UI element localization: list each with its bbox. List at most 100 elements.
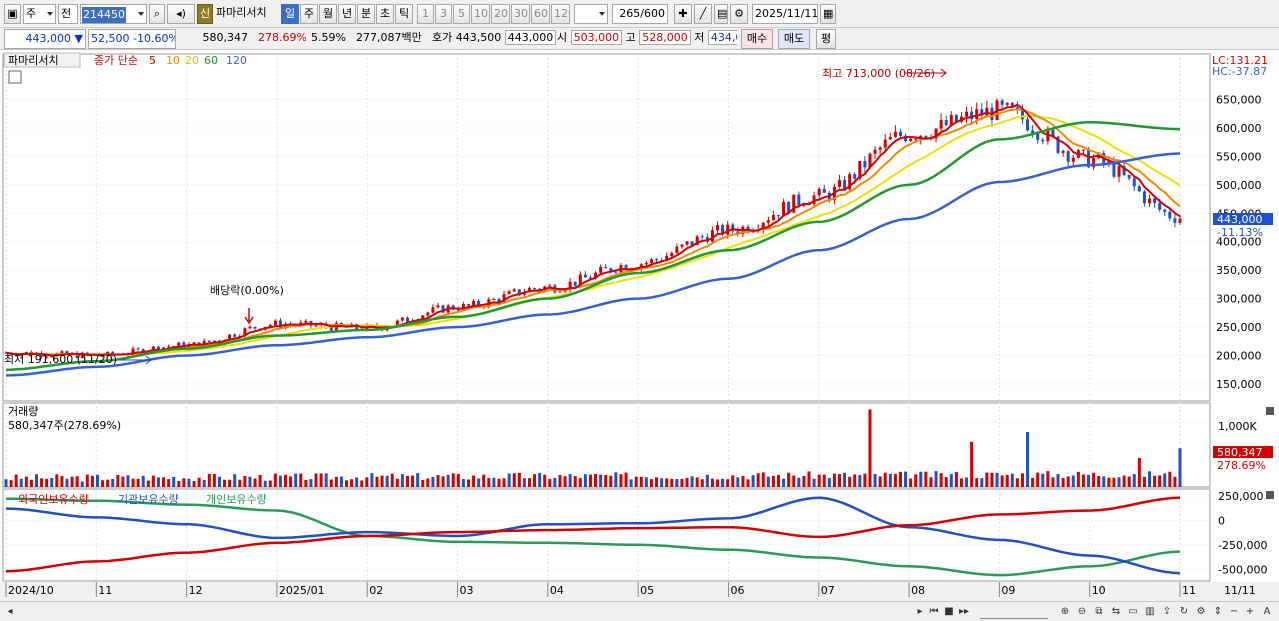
interval-tab-6[interactable]: 60 xyxy=(531,4,550,24)
chevron-down-icon xyxy=(138,12,144,16)
volume-bar xyxy=(192,481,196,487)
count-input[interactable]: 265/600 xyxy=(612,4,668,24)
candle-body xyxy=(914,138,918,140)
volume-field: 580,347 xyxy=(200,29,250,49)
volume-bar xyxy=(223,479,227,487)
interval-tab-5[interactable]: 30 xyxy=(511,4,530,24)
volume-close-icon[interactable] xyxy=(1266,407,1274,415)
interval-tab-0[interactable]: 1 xyxy=(417,4,434,24)
volume-bar xyxy=(45,478,49,487)
compare-icon[interactable]: ⇆ xyxy=(1111,606,1121,617)
holding-close-icon[interactable] xyxy=(1266,491,1274,499)
volume-bar xyxy=(614,472,618,487)
save-icon[interactable]: ▤ xyxy=(714,4,728,24)
period-tab-4[interactable]: 분 xyxy=(357,4,375,24)
candle-body xyxy=(207,340,211,342)
candle-body xyxy=(573,281,577,286)
buy-button[interactable]: 매수 xyxy=(741,29,773,49)
candle-body xyxy=(1031,130,1035,134)
main-toolbar: ▣ 주 전 214450 ⌕ ◂) 신 파마리서치 265/600 ✚ ╱ ▤ … xyxy=(0,0,1279,28)
x-tick-label: 06 xyxy=(730,584,744,597)
zoom-slider[interactable] xyxy=(980,605,1048,619)
minus-icon[interactable]: − xyxy=(1229,606,1239,617)
volume-bar xyxy=(888,473,892,487)
volume-bar xyxy=(177,481,181,487)
stock-name: 파마리서치 xyxy=(214,4,278,24)
price-tick-label: 400,000 xyxy=(1216,236,1262,249)
sell-button[interactable]: 매도 xyxy=(778,29,810,49)
period-tab-0[interactable]: 일 xyxy=(281,4,299,24)
x-tick-label: 09 xyxy=(1001,584,1015,597)
volume-bar xyxy=(75,476,79,487)
candle-body xyxy=(461,304,465,311)
period-dropdown[interactable]: 주 xyxy=(23,4,56,24)
export-icon[interactable]: ⇪ xyxy=(1162,606,1172,617)
interval-tab-4[interactable]: 20 xyxy=(491,4,510,24)
candle-body xyxy=(578,274,582,286)
plus-icon[interactable]: + xyxy=(1245,606,1255,617)
interval-tab-2[interactable]: 5 xyxy=(453,4,470,24)
volume-bar xyxy=(390,473,394,487)
draw-tool-icon[interactable]: ╱ xyxy=(694,4,712,24)
volume-bar xyxy=(90,475,94,487)
refresh-icon[interactable]: ↻ xyxy=(1179,606,1189,617)
search-icon[interactable]: ⌕ xyxy=(149,4,165,24)
candle-body xyxy=(1153,198,1157,204)
volume-bar xyxy=(893,473,897,487)
interval-tab-1[interactable]: 3 xyxy=(435,4,452,24)
volume-bar xyxy=(522,478,526,487)
speaker-icon[interactable]: ◂) xyxy=(167,4,195,24)
candle-body xyxy=(726,224,730,235)
period-tab-1[interactable]: 주 xyxy=(300,4,318,24)
print-icon[interactable]: ▭ xyxy=(1128,606,1138,617)
interval-dropdown[interactable] xyxy=(574,4,608,24)
volume-bar xyxy=(273,473,277,487)
volume-bar xyxy=(848,476,852,487)
volume-bar xyxy=(253,478,257,487)
crosshair-icon[interactable]: ✚ xyxy=(674,4,692,24)
period-tab-2[interactable]: 월 xyxy=(319,4,337,24)
zoom-out-icon[interactable]: ⊖ xyxy=(1077,606,1087,617)
volume-bar xyxy=(980,478,984,487)
stock-code-input[interactable]: 214450 xyxy=(80,4,147,24)
period-tab-5[interactable]: 초 xyxy=(376,4,394,24)
scroll-right-icon[interactable]: ▸ xyxy=(917,606,923,617)
interval-tab-3[interactable]: 10 xyxy=(471,4,490,24)
candle-body xyxy=(228,334,232,341)
ma60-legend: 60 xyxy=(204,54,218,67)
position-button[interactable]: 평 xyxy=(816,29,836,49)
position-label: 평 xyxy=(820,32,832,45)
settings-icon[interactable]: ⚙ xyxy=(1196,606,1206,617)
volume-bar xyxy=(594,473,598,487)
panel-frame-2 xyxy=(2,488,1211,582)
prev-button[interactable]: 전 xyxy=(58,4,78,24)
institution-holding-line xyxy=(5,496,1181,575)
volume-bar xyxy=(380,475,384,487)
date-input[interactable]: 2025/11/11 xyxy=(752,4,818,24)
play-icon[interactable]: ▸▸ xyxy=(958,606,970,617)
scroll-left-icon[interactable]: ◂ xyxy=(7,606,13,617)
period-tab-3[interactable]: 년 xyxy=(338,4,356,24)
volume-bar xyxy=(680,478,684,487)
candle-body xyxy=(873,149,877,154)
volume-bar xyxy=(797,477,801,487)
scale-icon[interactable]: ⇕ xyxy=(1213,606,1223,617)
volume-bar xyxy=(314,473,318,487)
interval-tab-7[interactable]: 120 xyxy=(551,4,570,24)
copy-icon[interactable]: ⧉ xyxy=(1095,606,1103,617)
stock-chart[interactable]: 650,000600,000550,000500,000450,000400,0… xyxy=(0,51,1279,601)
layout-icon[interactable]: ▥ xyxy=(1145,606,1155,617)
auto-scale-icon[interactable]: A xyxy=(1263,606,1271,617)
period-tab-6[interactable]: 틱 xyxy=(395,4,413,24)
rewind-icon[interactable]: ⏮ xyxy=(929,606,939,617)
calendar-icon[interactable]: ▦ xyxy=(820,4,836,24)
turnover-field: 5.59% xyxy=(308,29,348,49)
chart-settings-icon[interactable]: ▣ xyxy=(4,4,21,24)
candle-body xyxy=(568,281,572,290)
candle-body xyxy=(949,114,953,126)
gear-icon[interactable]: ⚙ xyxy=(730,4,748,24)
stop-icon[interactable]: ■ xyxy=(944,606,954,617)
grid-toggle-icon[interactable] xyxy=(8,70,22,84)
price-tick-label: 650,000 xyxy=(1216,94,1262,107)
zoom-in-icon[interactable]: ⊕ xyxy=(1060,606,1070,617)
